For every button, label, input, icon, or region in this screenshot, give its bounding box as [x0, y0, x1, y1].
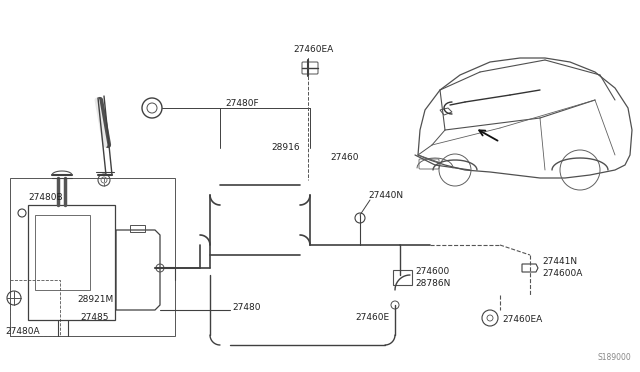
Text: S189000: S189000 [598, 353, 632, 362]
Text: 27440N: 27440N [368, 190, 403, 199]
Text: 27480F: 27480F [225, 99, 259, 108]
Text: 27480: 27480 [232, 304, 260, 312]
Text: 27460E: 27460E [355, 314, 389, 323]
Text: 28921M: 28921M [77, 295, 113, 305]
Text: 274600A: 274600A [542, 269, 582, 279]
Text: 27441N: 27441N [542, 257, 577, 266]
Text: 28786N: 28786N [415, 279, 451, 288]
Text: 274600: 274600 [415, 267, 449, 276]
Text: 27480B: 27480B [28, 192, 63, 202]
Text: 27485: 27485 [81, 314, 109, 323]
Text: 28916: 28916 [271, 144, 300, 153]
Text: 27460EA: 27460EA [502, 315, 542, 324]
Text: 27480A: 27480A [5, 327, 40, 337]
Text: 27460: 27460 [330, 154, 358, 163]
Text: 27460EA: 27460EA [293, 45, 333, 55]
